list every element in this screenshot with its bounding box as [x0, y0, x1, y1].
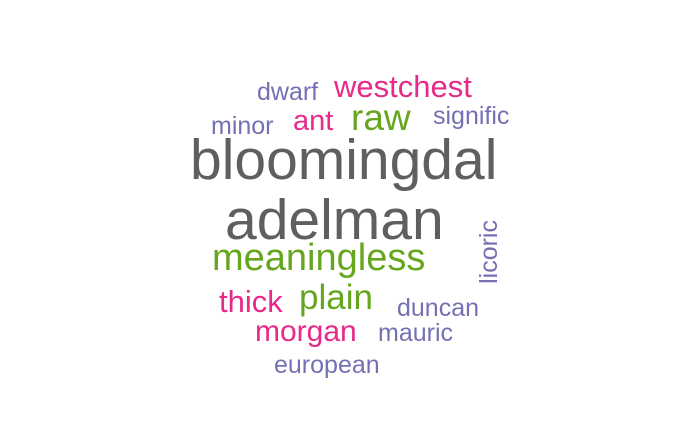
word-morgan: morgan — [255, 315, 357, 348]
word-licoric: licoric — [475, 220, 503, 284]
word-dwarf: dwarf — [257, 78, 319, 106]
word-westchest: westchest — [334, 69, 472, 104]
word-thick: thick — [219, 284, 283, 319]
word-minor: minor — [211, 112, 274, 140]
word-raw: raw — [351, 97, 411, 138]
word-adelman: adelman — [225, 188, 444, 252]
word-signific: signific — [433, 102, 510, 130]
word-bloomingdal: bloomingdal — [190, 128, 498, 192]
word-duncan: duncan — [397, 294, 480, 322]
word-plain: plain — [299, 278, 373, 317]
word-meaningless: meaningless — [212, 237, 426, 279]
word-mauric: mauric — [378, 319, 454, 347]
word-ant: ant — [293, 105, 334, 137]
word-european: european — [274, 351, 380, 379]
